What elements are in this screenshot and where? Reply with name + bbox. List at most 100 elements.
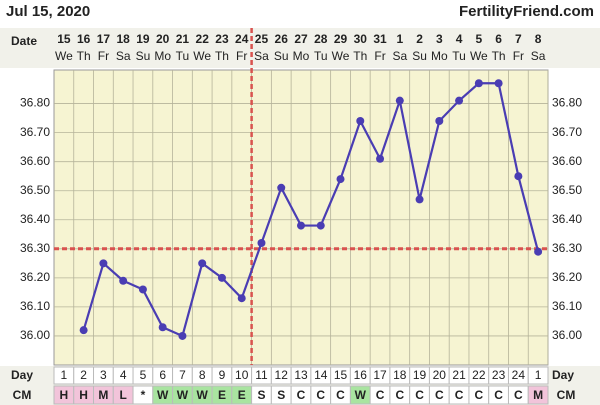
date-label: 15 <box>57 32 71 46</box>
cm-value: * <box>141 388 146 402</box>
weekday-label: Fr <box>513 49 524 63</box>
y-tick-label-right: 36.70 <box>552 125 582 139</box>
date-label: 4 <box>456 32 463 46</box>
chart-title: Jul 15, 2020 <box>6 3 90 20</box>
cm-value: E <box>218 388 226 402</box>
cycle-day: 18 <box>393 368 407 382</box>
temperature-point <box>534 247 543 256</box>
cycle-day: 13 <box>294 368 308 382</box>
weekday-label: Sa <box>531 49 546 63</box>
cm-label-right: CM <box>557 388 576 402</box>
temperature-point <box>395 96 404 105</box>
cm-value: C <box>376 388 385 402</box>
date-label: 5 <box>475 32 482 46</box>
weekday-label: Tu <box>314 49 328 63</box>
cycle-day: 23 <box>492 368 506 382</box>
weekday-label: We <box>470 49 488 63</box>
temperature-point <box>514 172 523 181</box>
temperature-point <box>316 221 325 230</box>
cm-value: C <box>494 388 503 402</box>
date-label: 20 <box>156 32 170 46</box>
weekday-label: Sa <box>254 49 269 63</box>
weekday-label: Fr <box>236 49 247 63</box>
y-tick-label: 36.50 <box>20 183 50 197</box>
weekday-label: Sa <box>392 49 407 63</box>
cm-cell <box>527 385 549 405</box>
weekday-label: Th <box>215 49 229 63</box>
cm-value: C <box>514 388 523 402</box>
y-tick-label: 36.30 <box>20 241 50 255</box>
cm-value: L <box>119 388 126 402</box>
temperature-point <box>237 294 246 303</box>
cm-value: H <box>60 388 69 402</box>
day-cell <box>527 366 549 385</box>
date-label: 18 <box>116 32 130 46</box>
day-label: Day <box>11 368 33 382</box>
temperature-point <box>455 96 464 105</box>
weekday-label: Mo <box>431 49 448 63</box>
temperature-point <box>376 154 385 163</box>
weekday-label: Su <box>274 49 289 63</box>
y-tick-label: 36.70 <box>20 125 50 139</box>
weekday-label: Fr <box>374 49 385 63</box>
cycle-day: 4 <box>120 368 127 382</box>
weekday-label: Th <box>492 49 506 63</box>
temperature-point <box>474 79 483 88</box>
cm-value: W <box>197 388 209 402</box>
cycle-day: 9 <box>219 368 226 382</box>
cycle-day: 20 <box>433 368 447 382</box>
weekday-label: Su <box>136 49 151 63</box>
weekday-label: Mo <box>154 49 171 63</box>
cycle-day: 17 <box>373 368 387 382</box>
y-tick-label-right: 36.10 <box>552 299 582 313</box>
y-tick-label-right: 36.30 <box>552 241 582 255</box>
cm-value: C <box>455 388 464 402</box>
temperature-point <box>119 276 128 285</box>
y-tick-label-right: 36.80 <box>552 96 582 110</box>
cycle-day: 19 <box>413 368 427 382</box>
date-label: Date <box>11 34 37 48</box>
cycle-day: 11 <box>255 368 268 382</box>
cycle-day: 6 <box>159 368 166 382</box>
y-tick-label: 36.10 <box>20 299 50 313</box>
y-tick-label: 36.80 <box>20 96 50 110</box>
temperature-line <box>82 82 540 338</box>
date-label: 8 <box>535 32 542 46</box>
temperature-point <box>494 79 503 88</box>
temperature-point <box>79 326 88 335</box>
weekday-label: We <box>55 49 73 63</box>
day-label-right: Day <box>552 368 574 382</box>
y-tick-label-right: 36.40 <box>552 212 582 226</box>
temperature-point <box>217 273 226 282</box>
date-label: 29 <box>334 32 348 46</box>
cycle-day: 21 <box>452 368 466 382</box>
plot-area <box>53 69 549 366</box>
cm-value: E <box>238 388 246 402</box>
temperature-point <box>277 183 286 192</box>
date-label: 23 <box>215 32 229 46</box>
date-label: 22 <box>196 32 210 46</box>
cm-value: W <box>157 388 169 402</box>
cm-value: C <box>435 388 444 402</box>
cycle-day: 5 <box>140 368 147 382</box>
date-label: 17 <box>97 32 111 46</box>
date-label: 16 <box>77 32 91 46</box>
y-tick-label-right: 36.00 <box>552 328 582 342</box>
date-label: 30 <box>354 32 368 46</box>
weekday-label: Sa <box>116 49 131 63</box>
cycle-day: 16 <box>354 368 368 382</box>
weekday-label: Tu <box>452 49 466 63</box>
cycle-day: 7 <box>179 368 186 382</box>
temperature-point <box>178 331 187 340</box>
cycle-day: 2 <box>80 368 87 382</box>
cm-value: M <box>533 388 543 402</box>
temperature-point <box>138 285 147 294</box>
y-tick-label: 36.00 <box>20 328 50 342</box>
date-label: 26 <box>275 32 289 46</box>
cycle-day: 22 <box>472 368 486 382</box>
date-label: 1 <box>396 32 403 46</box>
cm-value: C <box>297 388 306 402</box>
y-tick-label: 36.40 <box>20 212 50 226</box>
site-name: FertilityFriend.com <box>459 3 594 20</box>
